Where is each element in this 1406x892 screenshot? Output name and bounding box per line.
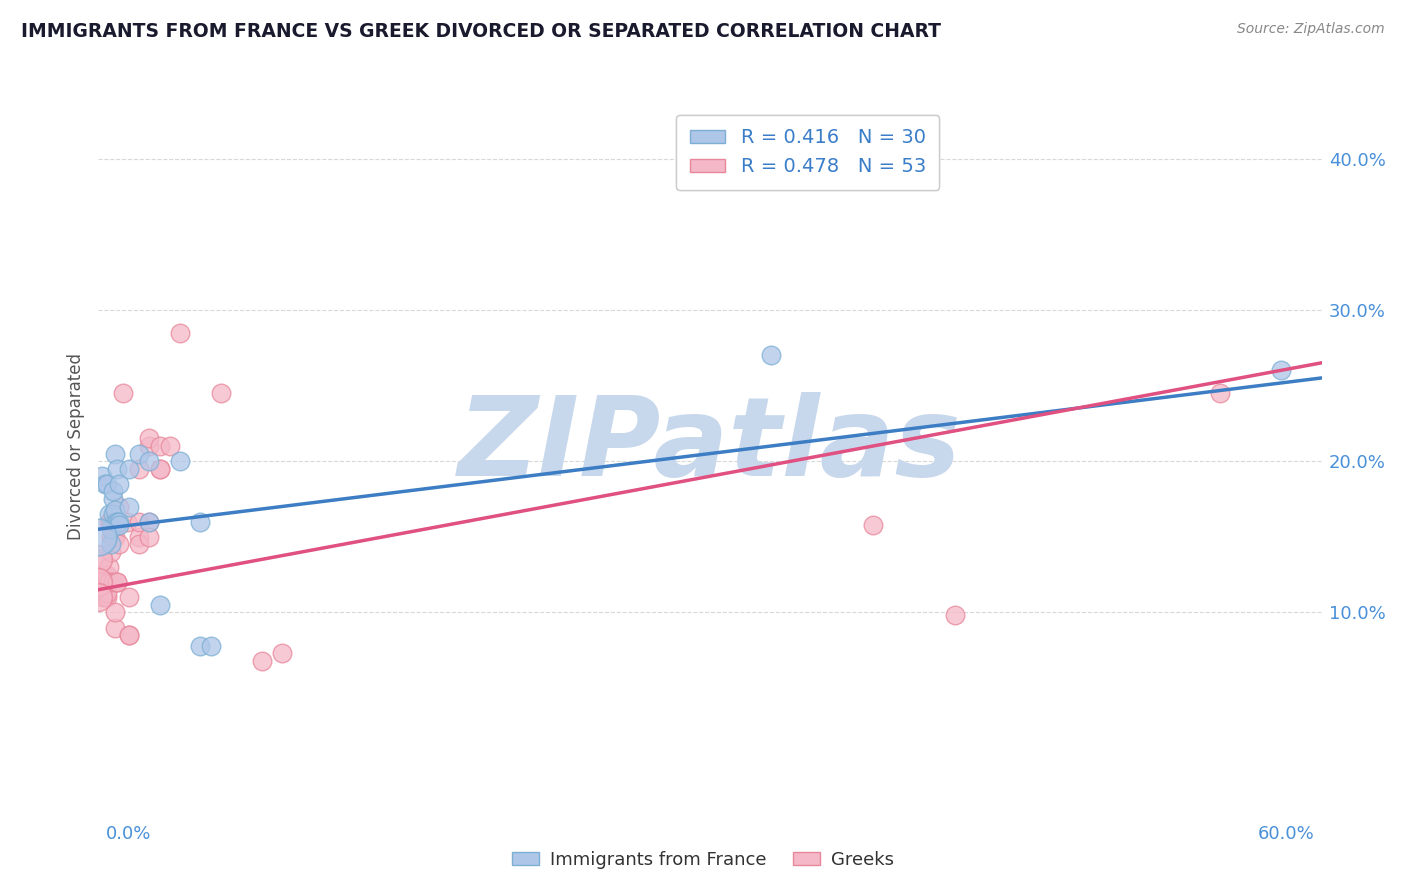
Point <box>128 461 150 475</box>
Text: 0.0%: 0.0% <box>105 825 150 843</box>
Point <box>91 567 114 582</box>
Point <box>101 484 124 499</box>
Point <box>118 591 141 605</box>
Legend: R = 0.416   N = 30, R = 0.478   N = 53: R = 0.416 N = 30, R = 0.478 N = 53 <box>676 115 939 190</box>
Text: 60.0%: 60.0% <box>1258 825 1315 843</box>
Point <box>149 598 172 612</box>
Point <box>138 515 160 529</box>
Point <box>100 522 122 536</box>
Point <box>118 500 141 514</box>
Point <box>89 552 111 566</box>
Point <box>91 469 114 483</box>
Point <box>101 491 124 506</box>
Legend: Immigrants from France, Greeks: Immigrants from France, Greeks <box>505 844 901 876</box>
Point <box>97 560 120 574</box>
Point <box>104 530 127 544</box>
Text: ZIPatlas: ZIPatlas <box>458 392 962 500</box>
Point <box>96 591 118 605</box>
Point <box>138 432 160 446</box>
Point <box>108 500 131 514</box>
Point <box>105 515 128 529</box>
Point <box>128 515 150 529</box>
Point <box>250 654 273 668</box>
Point <box>96 575 118 590</box>
Point <box>118 628 141 642</box>
Point <box>100 515 122 529</box>
Point <box>100 545 122 559</box>
Point <box>118 461 141 475</box>
Point <box>87 530 110 544</box>
Point <box>104 606 127 620</box>
Point <box>104 502 127 516</box>
Point <box>97 515 120 529</box>
Point <box>105 575 128 590</box>
Point <box>115 515 138 529</box>
Point <box>943 608 966 623</box>
Point <box>96 582 118 597</box>
Point <box>105 515 128 529</box>
Point <box>91 591 114 605</box>
Point <box>100 530 122 544</box>
Point <box>761 348 783 362</box>
Point <box>159 439 181 453</box>
Point <box>101 530 124 544</box>
Point <box>91 582 114 597</box>
Point <box>200 639 222 653</box>
Point <box>1209 386 1232 401</box>
Point <box>270 646 294 660</box>
Point <box>93 476 115 491</box>
Point <box>188 515 212 529</box>
Point <box>108 476 131 491</box>
Point <box>862 517 884 532</box>
Point <box>188 639 212 653</box>
Point <box>87 575 110 590</box>
Point <box>118 628 141 642</box>
Point <box>93 567 115 582</box>
Point <box>1270 363 1292 377</box>
Point <box>96 567 118 582</box>
Point <box>105 575 128 590</box>
Point <box>87 591 110 605</box>
Point <box>209 386 232 401</box>
Point <box>100 537 122 551</box>
Text: IMMIGRANTS FROM FRANCE VS GREEK DIVORCED OR SEPARATED CORRELATION CHART: IMMIGRANTS FROM FRANCE VS GREEK DIVORCED… <box>21 22 941 41</box>
Point <box>149 461 172 475</box>
Point <box>96 476 118 491</box>
Point <box>97 507 120 521</box>
Point <box>108 517 131 532</box>
Point <box>138 515 160 529</box>
Point <box>128 530 150 544</box>
Point <box>169 326 191 340</box>
Point <box>104 446 127 460</box>
Point <box>87 552 110 566</box>
Point <box>138 439 160 453</box>
Point <box>111 386 134 401</box>
Text: Source: ZipAtlas.com: Source: ZipAtlas.com <box>1237 22 1385 37</box>
Point <box>149 439 172 453</box>
Point <box>128 446 150 460</box>
Point <box>138 454 160 468</box>
Point <box>93 591 115 605</box>
Point <box>101 515 124 529</box>
Point <box>101 575 124 590</box>
Point <box>105 461 128 475</box>
Point <box>108 515 131 529</box>
Point <box>149 461 172 475</box>
Point <box>101 507 124 521</box>
Point <box>93 575 115 590</box>
Point <box>108 537 131 551</box>
Point <box>169 454 191 468</box>
Point <box>100 515 122 529</box>
Point <box>96 585 118 599</box>
Point <box>97 575 120 590</box>
Point <box>104 620 127 634</box>
Y-axis label: Divorced or Separated: Divorced or Separated <box>66 352 84 540</box>
Point <box>128 537 150 551</box>
Point <box>138 530 160 544</box>
Point <box>104 515 127 529</box>
